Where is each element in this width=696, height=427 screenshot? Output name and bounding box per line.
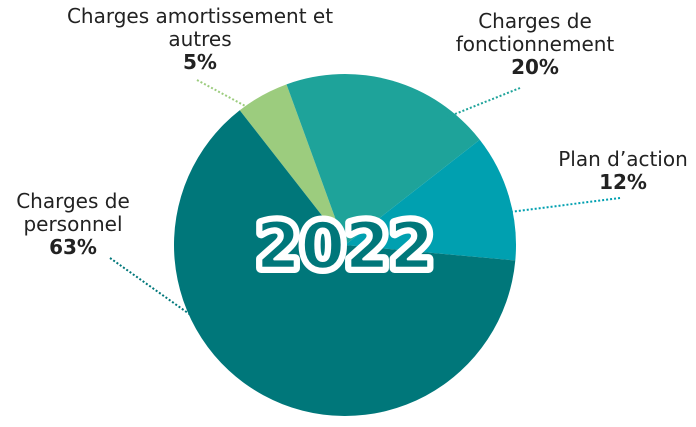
value-label: 20%	[511, 55, 559, 79]
chart-title: 2022	[256, 210, 434, 284]
category-label: Plan d’action	[558, 147, 688, 171]
pie-slice	[286, 74, 480, 246]
slice-label: Charges amortissement et autres 5%	[60, 5, 340, 74]
category-label: Charges amortissement et autres	[66, 4, 334, 51]
slice-label: Plan d’action 12%	[535, 148, 696, 194]
leader-line	[509, 197, 621, 213]
value-label: 63%	[49, 235, 97, 259]
chart-title-outline: 2022	[256, 210, 434, 284]
leader-line	[109, 257, 196, 319]
leader-line	[439, 87, 521, 121]
value-label: 5%	[183, 50, 217, 74]
leader-line	[196, 79, 263, 116]
pie-slice	[239, 84, 345, 245]
pie-slice	[173, 110, 516, 417]
slice-label: Charges de fonctionnement 20%	[435, 10, 635, 79]
slice-label: Charges de personnel 63%	[3, 190, 143, 259]
category-label: Charges de fonctionnement	[455, 9, 615, 56]
pie-slice	[345, 139, 516, 261]
category-label: Charges de personnel	[16, 189, 130, 236]
value-label: 12%	[599, 170, 647, 194]
